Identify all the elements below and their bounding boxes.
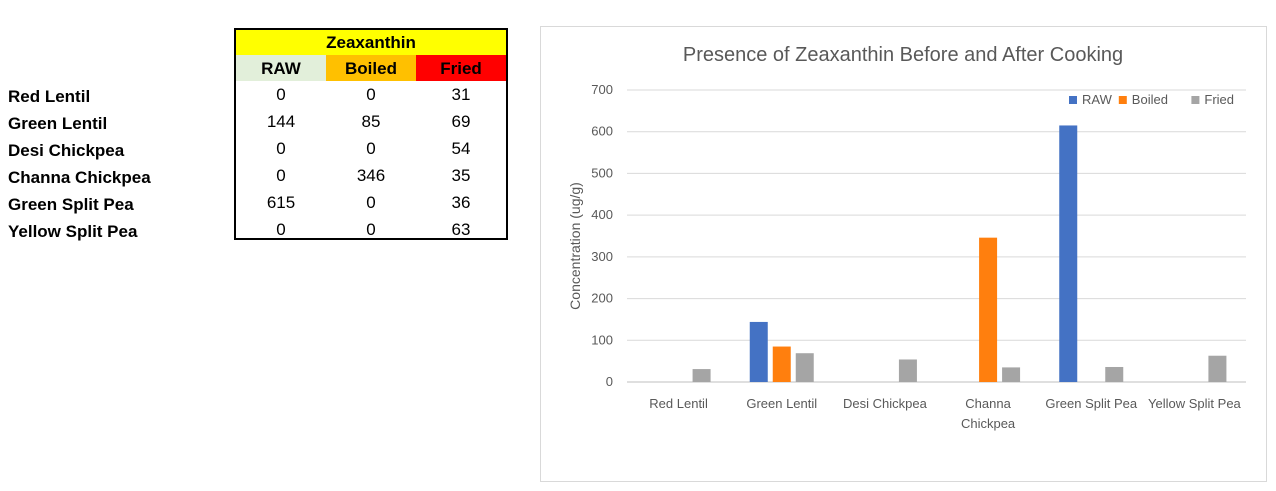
legend-label: Boiled [1132,92,1168,107]
table-cell: 0 [366,220,376,239]
table-cell: 35 [451,166,471,185]
bars [692,125,1227,382]
row-label: Desi Chickpea [8,141,125,160]
table-cell: 36 [451,193,471,212]
header-boiled: Boiled [326,55,416,81]
row-label: Yellow Split Pea [8,222,138,241]
y-tick-label: 700 [591,82,613,97]
table-cell: 54 [451,139,471,158]
table-cell: 144 [266,112,296,131]
header-raw: RAW [236,55,326,81]
x-tick-label: Channa [965,396,1011,411]
gridlines [627,89,1246,383]
bar-raw [1059,125,1078,382]
legend-label: Fried [1204,92,1234,107]
bar-fried [795,353,814,382]
y-tick-label: 300 [591,249,613,264]
table-header-row: RAW Boiled Fried [236,55,506,81]
table-title: Zeaxanthin [236,30,506,55]
table-cell: 0 [366,139,376,158]
y-tick-label: 600 [591,124,613,139]
y-axis-ticks: 0 100 200 300 400 500 600 700 [591,82,613,389]
bar-fried [1105,366,1124,382]
row-label: Channa Chickpea [8,168,151,187]
bar-boiled [772,346,791,382]
legend-label: RAW [1082,92,1113,107]
table-cell: 63 [451,220,471,239]
row-label: Green Lentil [8,114,108,133]
table-cell: 0 [276,85,286,104]
legend-swatch [1118,96,1127,104]
y-tick-label: 500 [591,165,613,180]
bar-fried [1208,355,1227,382]
row-labels: Red Lentil Green Lentil Desi Chickpea Ch… [8,83,151,245]
bar-fried [898,359,917,382]
table-cell: 0 [366,193,376,212]
bar-boiled [979,237,998,382]
y-tick-label: 200 [591,291,613,306]
table-cell: 615 [266,193,296,212]
table-row: 0 0 63 [236,216,506,243]
table-cell: 0 [276,166,286,185]
x-axis-ticks: Red Lentil Green Lentil Desi Chickpea Chann… [649,396,1241,431]
chart-panel: Presence of Zeaxanthin Before and After … [540,26,1267,482]
row-label: Red Lentil [8,87,91,106]
legend-swatch [1191,96,1200,104]
legend: RAW Boiled Fried [1069,92,1234,107]
y-tick-label: 400 [591,207,613,222]
x-tick-label: Desi Chickpea [843,396,928,411]
bar-fried [1002,367,1021,382]
table-cell: 346 [356,166,386,185]
table-row: 0 0 31 [236,81,506,108]
y-tick-label: 100 [591,332,613,347]
bar-chart: Presence of Zeaxanthin Before and After … [567,44,1246,431]
x-tick-label: Red Lentil [649,396,708,411]
table-cell: 0 [366,85,376,104]
y-axis-label: Concentration (ug/g) [567,182,583,310]
bar-raw [749,321,768,382]
table-row: 0 0 54 [236,135,506,162]
table-row: 144 85 69 [236,108,506,135]
chart-title: Presence of Zeaxanthin Before and After … [683,44,1123,66]
table-row: 615 0 36 [236,189,506,216]
table-cell: 85 [361,112,381,131]
bar-fried [692,369,711,382]
x-tick-label: Chickpea [961,416,1016,431]
legend-swatch [1069,96,1077,104]
x-tick-label: Yellow Split Pea [1148,396,1242,411]
table-cell: 0 [276,139,286,158]
x-tick-label: Green Split Pea [1045,396,1138,411]
row-label: Green Split Pea [8,195,134,214]
x-tick-label: Green Lentil [746,396,817,411]
zeaxanthin-table: Zeaxanthin RAW Boiled Fried 0 0 31 144 8… [234,28,508,240]
table-row: 0 346 35 [236,162,506,189]
table-cell: 31 [451,85,471,104]
header-fried: Fried [416,55,506,81]
table-cell: 69 [451,112,471,131]
y-tick-label: 0 [606,374,613,389]
table-cell: 0 [276,220,286,239]
